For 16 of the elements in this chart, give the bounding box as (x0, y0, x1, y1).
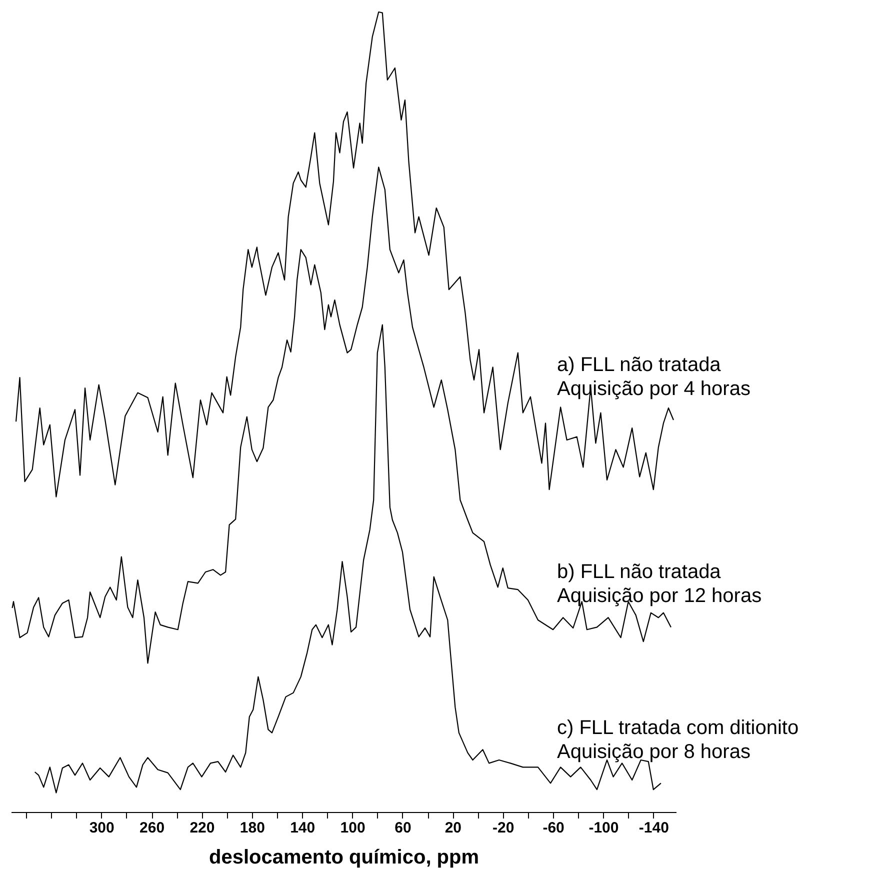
x-tick-label: 300 (89, 820, 114, 836)
series-label: b) FLL não tratada Aquisição por 12 horas (557, 561, 762, 608)
x-tick-label: 180 (240, 820, 265, 836)
series-label: c) FLL tratada com ditionito Aquisição por 8 horas (557, 717, 799, 764)
series-label: a) FLL não tratada Aquisição por 4 horas (557, 354, 750, 400)
x-tick-label: 20 (444, 820, 462, 836)
x-tick-label: 140 (290, 820, 316, 836)
x-tick-label: 100 (340, 820, 366, 836)
x-tick-label: 60 (394, 820, 412, 836)
x-tick-label: 220 (190, 820, 215, 836)
x-axis-title: deslocamento químico, ppm (208, 846, 480, 868)
x-tick-label: 260 (140, 820, 165, 836)
x-tick-label: -100 (588, 820, 619, 836)
x-tick-label: -20 (492, 820, 514, 836)
x-tick-label: -140 (638, 820, 669, 836)
x-tick-label: -60 (542, 820, 564, 836)
